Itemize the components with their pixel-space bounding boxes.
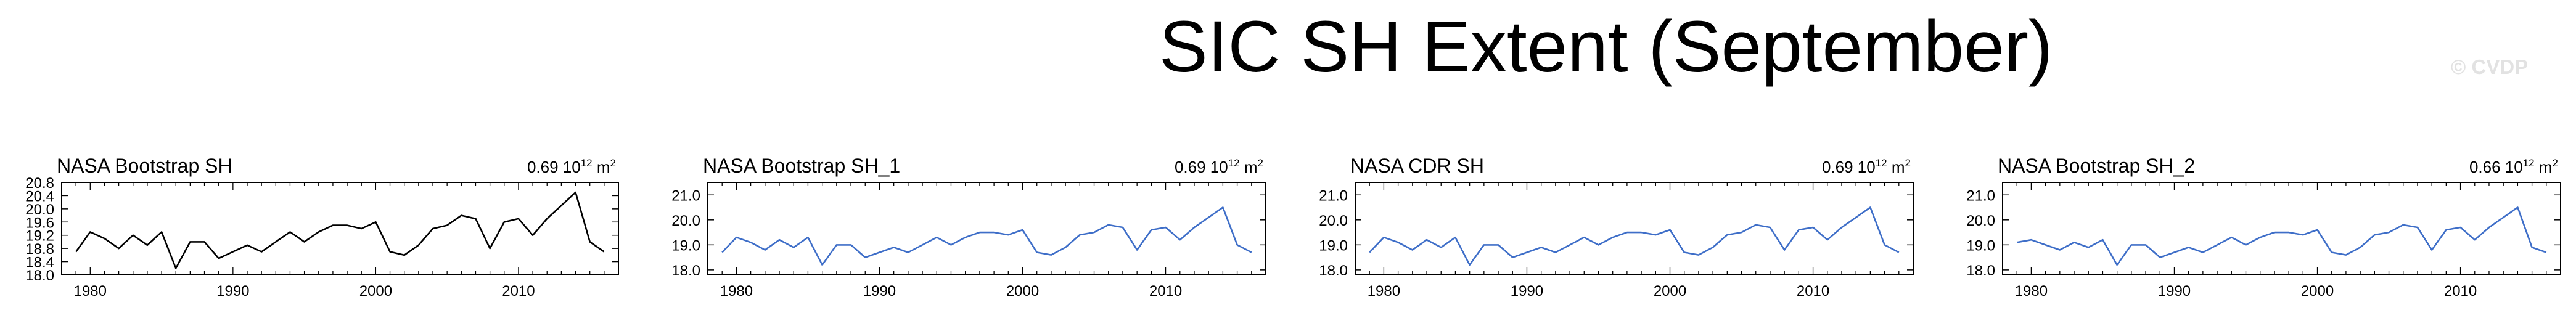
annotation-annotation-unit-exp: 2 (1905, 157, 1911, 169)
x-tick-label: 1980 (74, 283, 107, 300)
plot-frame (61, 182, 619, 275)
variance-annotation: 0.66 1012 m2 (2469, 157, 2558, 176)
y-tick-label: 18.0 (25, 267, 54, 284)
annotation-annotation-unit: m (1887, 158, 1905, 176)
annotation-annotation-exp: 12 (581, 157, 593, 169)
credit-watermark: © CVDP (2451, 55, 2529, 78)
annotation-annotation-value: 0.69 10 (527, 158, 581, 176)
annotation-annotation-unit-exp: 2 (2553, 157, 2558, 169)
y-tick-label: 19.2 (25, 228, 54, 245)
annotation-annotation-unit-exp: 2 (1258, 157, 1263, 169)
x-tick-label: 1990 (863, 283, 896, 300)
x-tick-label: 1990 (216, 283, 249, 300)
y-tick-label: 19.0 (1966, 237, 1995, 254)
series-line (721, 206, 1252, 266)
chart-panel-1: NASA Bootstrap SH 0.69 1012 m2 18.018.418.… (25, 155, 619, 300)
y-tick-label: 21.0 (1319, 187, 1348, 204)
x-tick-label: 1990 (1511, 283, 1543, 300)
annotation-annotation-value: 0.69 10 (1175, 158, 1228, 176)
variance-annotation: 0.69 1012 m2 (527, 157, 616, 176)
chart-title: NASA Bootstrap SH_2 (1998, 155, 2195, 177)
y-tick-label: 20.0 (1966, 213, 1995, 229)
variance-annotation: 0.69 1012 m2 (1822, 157, 1911, 176)
annotation-annotation-exp: 12 (1876, 157, 1887, 169)
y-tick-label: 18.0 (1319, 263, 1348, 279)
y-tick-label: 21.0 (671, 187, 700, 204)
annotation-annotation-value: 0.66 10 (2469, 158, 2523, 176)
annotation-annotation-exp: 12 (2523, 157, 2535, 169)
y-tick-label: 20.0 (25, 202, 54, 218)
y-tick-label: 19.0 (1319, 237, 1348, 254)
y-tick-label: 20.4 (25, 188, 54, 205)
annotation-annotation-unit: m (593, 158, 610, 176)
x-tick-label: 2000 (1006, 283, 1039, 300)
page-title: SIC SH Extent (September) (1159, 6, 2053, 88)
plot-frame (1355, 182, 1914, 275)
annotation-annotation-unit: m (1240, 158, 1258, 176)
y-tick-label: 20.0 (671, 213, 700, 229)
y-tick-label: 18.0 (1966, 263, 1995, 279)
x-tick-label: 2000 (2301, 283, 2334, 300)
chart-title: NASA CDR SH (1350, 155, 1484, 177)
plot-frame (2002, 182, 2561, 275)
series-line (2016, 206, 2547, 266)
chart-title: NASA Bootstrap SH_1 (703, 155, 900, 177)
x-tick-label: 2010 (1149, 283, 1182, 300)
variance-annotation: 0.69 1012 m2 (1175, 157, 1263, 176)
y-tick-label: 18.4 (25, 255, 54, 271)
series-line (75, 191, 605, 269)
x-tick-label: 1990 (2158, 283, 2191, 300)
x-tick-label: 1980 (2015, 283, 2048, 300)
chart-panel-4: NASA Bootstrap SH_2 0.66 1012 m2 18.0 19.0 2… (1966, 155, 2561, 300)
y-tick-label: 18.8 (25, 241, 54, 258)
series-line (1369, 206, 1900, 266)
annotation-annotation-unit-exp: 2 (610, 157, 616, 169)
y-tick-label: 21.0 (1966, 187, 1995, 204)
x-tick-label: 2000 (1654, 283, 1686, 300)
x-tick-label: 1980 (1368, 283, 1400, 300)
x-tick-label: 1980 (720, 283, 753, 300)
chart-panel-2: NASA Bootstrap SH_1 0.69 1012 m2 18.0 19.0 2… (671, 155, 1266, 300)
x-tick-label: 2010 (1797, 283, 1829, 300)
y-tick-label: 19.0 (671, 237, 700, 254)
annotation-annotation-unit: m (2535, 158, 2553, 176)
plot-frame (707, 182, 1266, 275)
y-tick-label: 20.0 (1319, 213, 1348, 229)
x-tick-label: 2000 (359, 283, 392, 300)
annotation-annotation-exp: 12 (1228, 157, 1240, 169)
annotation-annotation-value: 0.69 10 (1822, 158, 1876, 176)
y-tick-label: 19.6 (25, 214, 54, 231)
chart-title: NASA Bootstrap SH (57, 155, 232, 177)
x-tick-label: 2010 (2444, 283, 2477, 300)
x-tick-label: 2010 (502, 283, 535, 300)
chart-panel-3: NASA CDR SH 0.69 1012 m2 18.0 19.0 20.0 21.0 1… (1319, 155, 1914, 300)
y-tick-label: 18.0 (671, 263, 700, 279)
y-tick-label: 20.8 (25, 175, 54, 192)
